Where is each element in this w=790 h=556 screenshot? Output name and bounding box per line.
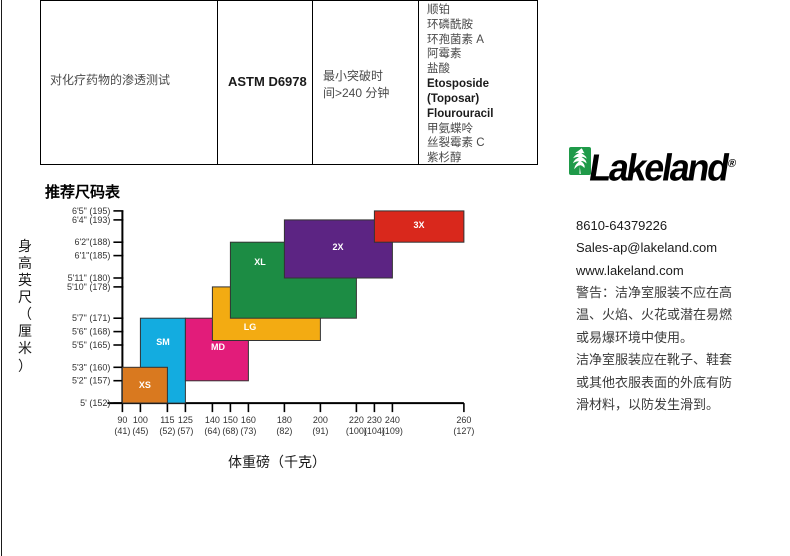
svg-text:260: 260 — [456, 415, 471, 425]
svg-text:180: 180 — [277, 415, 292, 425]
svg-text:140: 140 — [205, 415, 220, 425]
svg-text:LG: LG — [244, 322, 257, 332]
svg-text:(73): (73) — [240, 426, 256, 436]
svg-text:3X: 3X — [413, 220, 424, 230]
svg-text:5'5" (165): 5'5" (165) — [72, 340, 110, 350]
svg-text:(41): (41) — [114, 426, 130, 436]
svg-text:(45): (45) — [132, 426, 148, 436]
svg-text:(91): (91) — [312, 426, 328, 436]
svg-text:200: 200 — [313, 415, 328, 425]
svg-text:220: 220 — [349, 415, 364, 425]
svg-text:5' (152): 5' (152) — [80, 398, 110, 408]
svg-text:230: 230 — [367, 415, 382, 425]
svg-text:MD: MD — [211, 342, 225, 352]
svg-text:(127): (127) — [453, 426, 474, 436]
svg-text:SM: SM — [156, 337, 170, 347]
svg-text:5'6" (168): 5'6" (168) — [72, 327, 110, 337]
svg-text:XS: XS — [139, 380, 151, 390]
svg-text:XL: XL — [254, 257, 266, 267]
svg-text:(64): (64) — [204, 426, 220, 436]
svg-text:125: 125 — [178, 415, 193, 425]
svg-text:6'4" (193): 6'4" (193) — [72, 215, 110, 225]
svg-text:(57): (57) — [177, 426, 193, 436]
svg-text:90: 90 — [117, 415, 127, 425]
svg-text:6'1"(185): 6'1"(185) — [74, 251, 110, 261]
svg-text:100: 100 — [133, 415, 148, 425]
svg-text:5'2" (157): 5'2" (157) — [72, 376, 110, 386]
svg-text:(109): (109) — [382, 426, 403, 436]
svg-text:2X: 2X — [332, 242, 343, 252]
svg-text:(82): (82) — [276, 426, 292, 436]
svg-text:150: 150 — [223, 415, 238, 425]
svg-text:115: 115 — [160, 415, 174, 425]
svg-text:(52): (52) — [159, 426, 175, 436]
svg-text:5'7" (171): 5'7" (171) — [72, 313, 110, 323]
svg-text:(68): (68) — [222, 426, 238, 436]
svg-text:6'2"(188): 6'2"(188) — [74, 237, 110, 247]
svg-text:5'10" (178): 5'10" (178) — [67, 282, 110, 292]
svg-text:160: 160 — [241, 415, 256, 425]
svg-text:5'3" (160): 5'3" (160) — [72, 362, 110, 372]
svg-text:240: 240 — [385, 415, 400, 425]
